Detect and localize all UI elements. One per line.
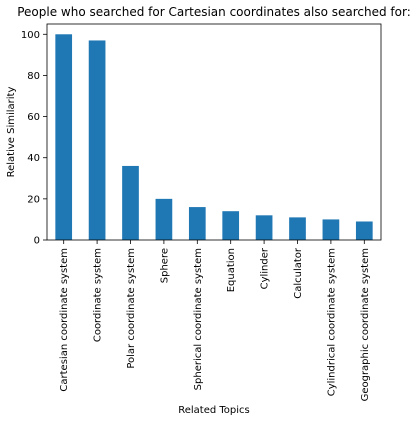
x-axis-label: Related Topics — [178, 405, 250, 416]
y-tick-label: 100 — [21, 30, 40, 41]
plot-frame — [46, 23, 382, 241]
x-tick-label: Geographic coordinate system — [360, 248, 371, 401]
bar — [55, 34, 73, 241]
bar — [155, 198, 173, 240]
bar — [289, 217, 306, 240]
bars-group — [55, 34, 373, 241]
bar — [88, 40, 106, 241]
x-tick-label: Coordinate system — [93, 248, 104, 342]
bar — [322, 219, 340, 240]
x-tick-label: Spherical coordinate system — [193, 248, 204, 390]
y-tick-label: 80 — [27, 71, 40, 82]
x-tick-label: Equation — [226, 248, 237, 292]
bar — [355, 221, 373, 240]
y-tick-label: 0 — [34, 236, 40, 247]
y-tick-label: 60 — [27, 112, 40, 123]
x-tick-label: Cylinder — [260, 247, 271, 289]
y-tick-label: 40 — [27, 153, 40, 164]
y-tick-label: 20 — [27, 194, 40, 205]
x-tick-label: Polar coordinate system — [126, 248, 137, 369]
bar — [122, 165, 139, 240]
x-tick-label: Cylindrical coordinate system — [326, 248, 337, 396]
y-axis-label: Relative Similarity — [6, 87, 17, 178]
bar — [188, 207, 206, 240]
bar — [255, 215, 273, 240]
y-ticks-group: 0 20 40 60 80 100 — [21, 30, 47, 247]
bar — [222, 211, 240, 240]
x-tick-label: Sphere — [159, 248, 170, 283]
x-tick-label: Calculator — [293, 247, 304, 299]
x-tick-label: Cartesian coordinate system — [59, 248, 70, 392]
chart-title: People who searched for Cartesian coordi… — [17, 5, 411, 19]
x-ticks-group: Cartesian coordinate system Coordinate sy… — [59, 240, 371, 401]
